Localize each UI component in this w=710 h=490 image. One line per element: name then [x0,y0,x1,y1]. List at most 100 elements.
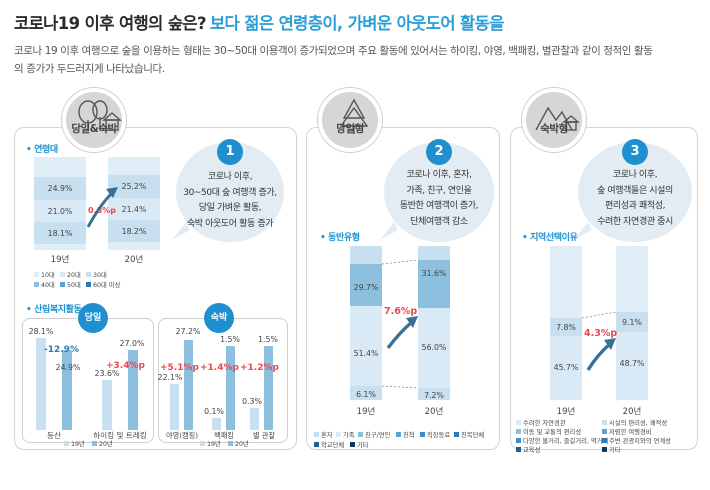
section-age: • 연령대 [26,145,58,155]
age-label-19-30s: 24.9% [48,184,73,193]
svg-text:40대: 40대 [41,281,55,289]
comp-bar-19-top [350,246,382,264]
day-val-hiking-20: 24.9% [56,363,81,372]
age-chart: 24.9% 21.0% 18.1% 25.2% 21.4% 18.2% 0.8%… [34,157,160,265]
stay-bar-back-20 [226,346,235,430]
stay-legend: 19년 20년 [200,439,249,448]
circle-day-stay [62,88,126,152]
stay-val-star-20: 1.5% [258,335,278,344]
svg-text:혼자: 혼자 [321,430,333,439]
mountain-house-icon [535,106,580,131]
circle-label-day-type: 당일형 [336,123,364,135]
age-label-20-40s: 21.4% [122,205,147,214]
bubble-3-number: 3 [622,139,648,165]
svg-text:20년: 20년 [235,439,249,448]
day-x-trek: 하이킹 및 트레킹 [93,430,147,440]
comp-label-19-family: 51.4% [354,349,379,358]
bubble-3-text: 코로나 이후, 숲 여행객들은 시설의 편리성과 쾌적성, 수려한 자연경관 중… [597,170,673,227]
circle-label-stay-type: 숙박형 [540,123,568,135]
day-change-hiking: -12.9% [44,345,79,355]
age-label-19-40s: 21.0% [48,207,73,216]
age-change: 0.8%p [88,206,116,215]
day-val-trek-19: 23.6% [95,369,120,378]
bubble-1-text: 코로나 이후, 30~50대 숲 여행객 증가, 당일 가벼운 활동, 숙박 아… [183,172,277,229]
reg-x-20: 20년 [623,406,642,417]
stay-x-camp: 야영(캠핑) [166,431,198,440]
trees-house-icon [78,100,122,131]
comp-arrow [386,320,414,350]
comp-bar-19-friends [350,264,382,306]
stay-bar-camp-20 [184,340,193,430]
title-highlight: 보다 젊은 연령층이, 가벼운 아웃도어 활동을 [209,14,504,33]
day-chart: 28.1% 24.9% 23.6% 27.0% -12.9% +3.4%p 등산… [29,327,147,440]
day-change-trek: +3.4%p [106,361,146,371]
stay-change-back: +1.4%p [200,363,240,373]
comp-label-19-friends: 29.7% [354,283,379,292]
stay-bar-camp-19 [170,384,179,430]
svg-text:50대: 50대 [67,281,81,289]
reg-bar-19-nature [550,336,582,400]
age-x-20: 20년 [125,254,144,265]
bubble-1-tail [172,222,190,240]
stay-bar-back-19 [212,418,221,430]
age-legend: 10대 20대 30대 40대 50대 60대 이상 [34,271,121,289]
comp-bar-19-family [350,306,382,386]
svg-text:다양한 볼거리, 즐길거리, 먹거리: 다양한 볼거리, 즐길거리, 먹거리 [523,436,608,445]
stay-val-back-19: 0.1% [204,407,224,416]
comp-bar-20-friends [418,260,450,308]
stay-val-star-19: 0.3% [242,397,262,406]
reg-bar-19-top [550,246,582,318]
day-val-hiking-19: 28.1% [29,327,54,336]
stay-bar-star-20 [264,346,273,430]
comp-bar-20-alone [418,388,450,400]
bubble-3-tail [574,222,592,240]
age-bar-20-40s [108,198,160,220]
svg-text:학교단체: 학교단체 [321,440,344,449]
reg-bar-20-nature [616,332,648,400]
age-bar-19-30s [34,177,86,200]
svg-text:교육성: 교육성 [523,445,541,454]
day-bar-hiking-20 [62,350,72,430]
svg-text:시설의 편리성, 쾌적성: 시설의 편리성, 쾌적성 [609,418,667,427]
svg-text:주변 관광지와의 연계성: 주변 관광지와의 연계성 [609,436,671,445]
day-bar-hiking-19 [36,338,46,430]
svg-text:20년: 20년 [99,439,113,448]
circle-stay-type [522,88,586,152]
svg-text:60대 이상: 60대 이상 [93,280,121,289]
svg-text:저렴한 여행경비: 저렴한 여행경비 [609,427,652,436]
reg-label-19-facility: 7.8% [556,323,576,332]
age-bar-19-bottom [34,244,86,250]
age-label-19-50s: 18.1% [48,229,73,238]
page-title: 코로나19 이후 여행의 숲은? 보다 젊은 연령층이, 가벼운 아웃도어 활동을 [14,10,504,34]
svg-text:가족: 가족 [343,430,355,439]
reg-label-20-nature: 48.7% [620,359,645,368]
svg-text:30대: 30대 [93,271,107,279]
section-activity: • 산림복지활동 [26,305,82,315]
comp-change: 7.6%p [384,306,417,317]
age-bar-20-bottom [108,242,160,250]
bubble-2-number: 2 [426,139,452,165]
tag-day: 당일 [78,303,108,333]
reg-x-19: 19년 [557,406,576,417]
reg-bar-19-facility [550,318,582,336]
page-description: 코로나 19 이후 여행으로 숲을 이용하는 형태는 30~50대 이용객이 증… [14,45,653,75]
svg-text:친목단체: 친목단체 [461,430,484,439]
stay-val-camp-20: 27.2% [176,327,201,336]
comp-label-20-friends: 31.6% [422,269,447,278]
stay-val-camp-19: 22.1% [158,373,183,382]
age-x-19: 19년 [51,254,70,265]
svg-text:친척: 친척 [403,430,415,439]
age-bar-20-top [108,157,160,175]
bubble-2-tail [380,222,398,240]
reg-label-20-facility: 9.1% [622,318,642,327]
age-bar-19-40s [34,200,86,222]
svg-text:19년: 19년 [207,439,221,448]
age-bar-19-top [34,157,86,177]
stay-x-star: 별 관찰 [253,431,276,440]
age-label-20-30s: 25.2% [122,182,147,191]
age-bar-20-50s [108,220,160,242]
svg-text:10대: 10대 [41,271,55,279]
svg-text:기타: 기타 [357,440,369,449]
companion-chart: 29.7% 51.4% 6.1% 31.6% 56.0% 7.2% 7.6%p … [350,246,450,417]
bubble-1-number: 1 [217,139,243,165]
